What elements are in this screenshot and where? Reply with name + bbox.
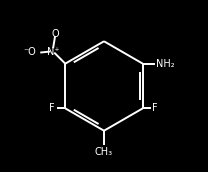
Text: CH₃: CH₃ [95, 147, 113, 157]
Text: F: F [49, 103, 55, 113]
Text: F: F [152, 103, 158, 113]
Text: NH₂: NH₂ [156, 59, 175, 69]
Text: ⁻O: ⁻O [23, 47, 36, 57]
Text: N⁺: N⁺ [47, 47, 59, 57]
Text: O: O [51, 29, 59, 39]
